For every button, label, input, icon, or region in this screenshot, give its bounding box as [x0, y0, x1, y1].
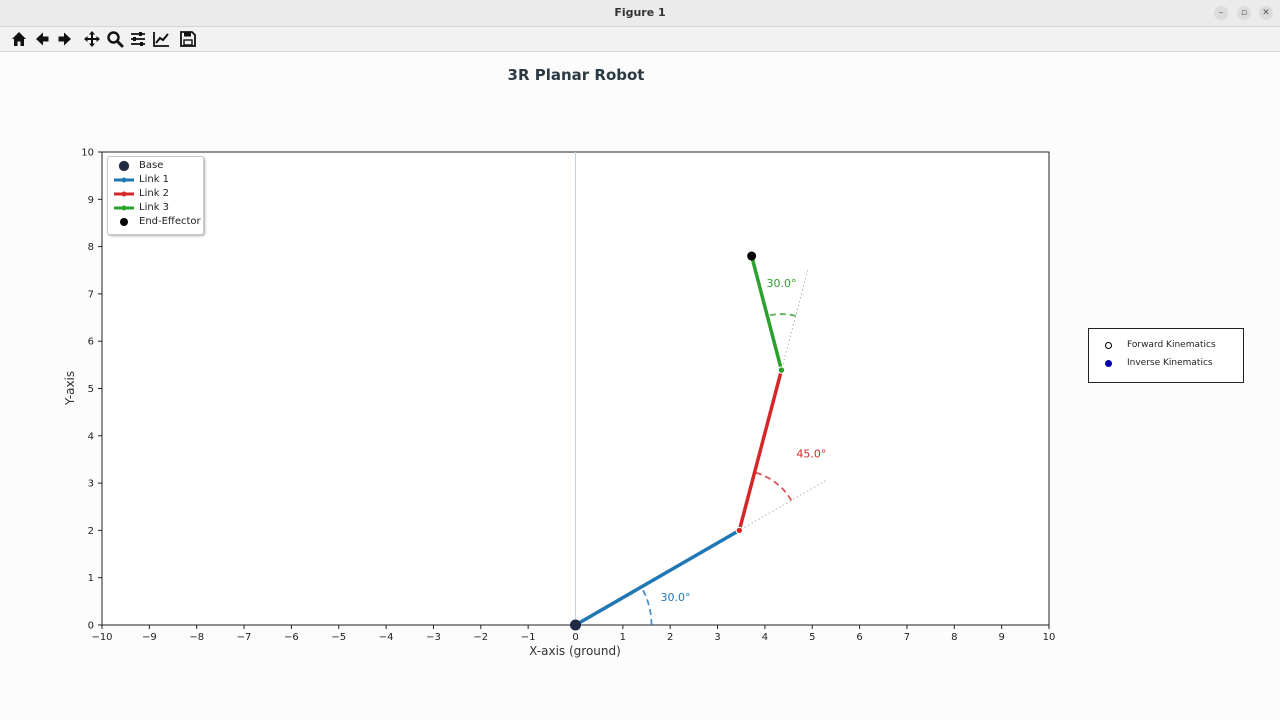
y-tick-label: 3 [88, 479, 94, 490]
x-tick-label: 6 [856, 632, 862, 643]
y-tick-label: 2 [88, 526, 94, 537]
y-tick-label: 4 [88, 431, 94, 442]
joint-3-marker [777, 366, 786, 374]
minimize-button[interactable]: – [1214, 6, 1228, 20]
x-tick-label: 4 [762, 632, 768, 643]
x-tick-label: −3 [426, 632, 441, 643]
close-button[interactable]: ✕ [1259, 6, 1273, 20]
link-3-line [749, 254, 784, 372]
x-tick-label: −1 [521, 632, 536, 643]
x-tick-label: 7 [904, 632, 910, 643]
y-tick-label: 0 [88, 621, 94, 632]
figure-title: 3R Planar Robot [507, 66, 645, 84]
base-marker [570, 619, 581, 631]
x-tick-label: −6 [284, 632, 299, 643]
joint-3-angle-arc [767, 313, 796, 317]
y-axis-label: Y-axis [63, 371, 77, 406]
forward-arrow-icon[interactable] [55, 29, 75, 49]
window-titlebar: Figure 1 – ▫ ✕ [0, 0, 1280, 27]
end-effector-marker [747, 251, 757, 261]
y-tick-label: 9 [88, 195, 94, 206]
navigation-toolbar [0, 27, 1280, 52]
pan-move-icon[interactable] [82, 29, 102, 49]
x-tick-label: 9 [998, 632, 1004, 643]
x-tick-label: −9 [142, 632, 157, 643]
edit-axis-icon[interactable] [151, 29, 171, 49]
x-tick-label: −2 [473, 632, 488, 643]
y-tick-label: 7 [88, 289, 94, 300]
link-1-extension-line [726, 479, 827, 538]
x-tick-label: 0 [572, 632, 578, 643]
zoom-magnifier-icon[interactable] [105, 29, 125, 49]
joint-3-angle-label: 30.0° [766, 277, 796, 290]
x-tick-label: 1 [620, 632, 626, 643]
y-tick-label: 5 [88, 384, 94, 395]
joint-2-marker [735, 526, 744, 535]
x-tick-label: 8 [951, 632, 957, 643]
x-tick-label: −4 [379, 632, 394, 643]
x-tick-label: 5 [809, 632, 815, 643]
maximize-button[interactable]: ▫ [1237, 6, 1251, 20]
x-tick-label: −8 [189, 632, 204, 643]
kinematics-mode-legend: Forward Kinematics Inverse Kinematics [1088, 328, 1244, 383]
link-2-line [737, 368, 784, 533]
forward-kinematics-marker [1105, 342, 1112, 349]
save-floppy-icon[interactable] [178, 29, 198, 49]
joint-1-angle-arc [640, 586, 653, 626]
joint-2-angle-arc [754, 471, 793, 501]
y-tick-label: 10 [81, 148, 94, 159]
y-tick-label: 1 [88, 573, 94, 584]
home-icon[interactable] [9, 29, 29, 49]
plot-legend: Base Link 1 Link 2 Link 3 End-Effector [107, 156, 204, 235]
y-tick-label: 6 [88, 337, 94, 348]
joint-1-angle-label: 30.0° [661, 591, 691, 604]
window-title: Figure 1 [614, 6, 666, 19]
x-tick-label: −5 [331, 632, 346, 643]
x-axis-label: X-axis (ground) [529, 644, 621, 658]
link-1-line [573, 528, 742, 627]
x-tick-label: −7 [237, 632, 252, 643]
y-tick-label: 8 [88, 242, 94, 253]
inverse-kinematics-marker [1105, 360, 1112, 367]
x-tick-label: 10 [1043, 632, 1056, 643]
x-tick-label: 2 [667, 632, 673, 643]
joint-2-angle-label: 45.0° [796, 447, 826, 460]
x-tick-label: −10 [91, 632, 112, 643]
x-tick-label: 3 [714, 632, 720, 643]
back-arrow-icon[interactable] [32, 29, 52, 49]
configure-subplots-icon[interactable] [128, 29, 148, 49]
